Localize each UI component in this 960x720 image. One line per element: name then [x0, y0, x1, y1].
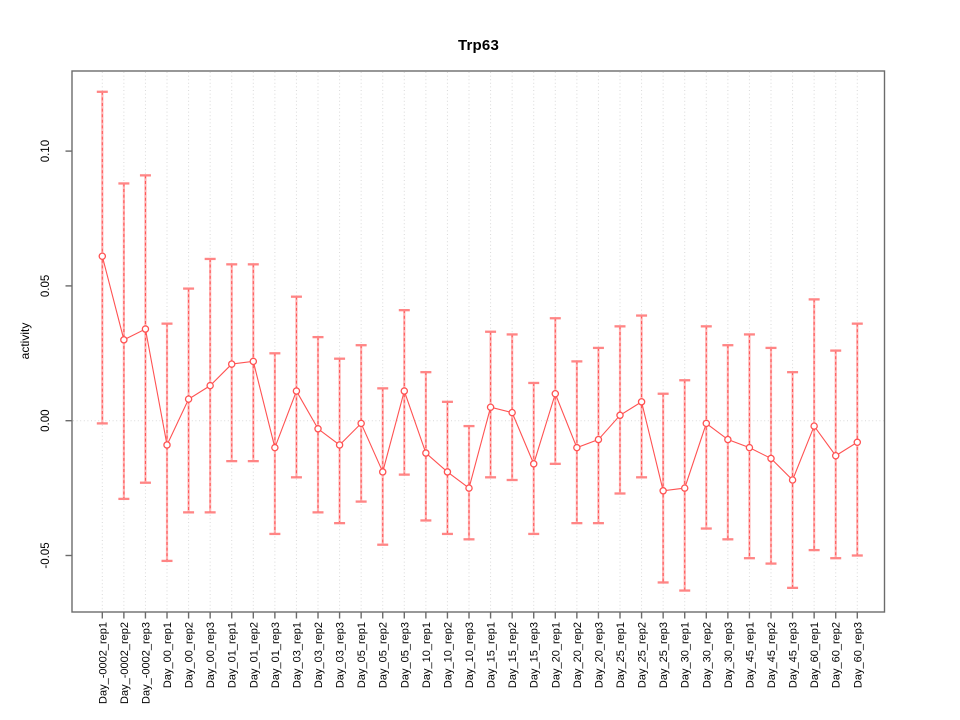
x-tick-label: Day_25_rep2 — [637, 622, 649, 688]
x-tick-label: Day_05_rep3 — [399, 622, 411, 688]
x-tick-label: Day_30_rep3 — [723, 622, 735, 688]
data-point — [853, 438, 862, 447]
data-point — [206, 381, 214, 390]
x-tick-label: Day_10_rep1 — [421, 622, 433, 688]
data-point — [702, 419, 711, 428]
data-point — [616, 411, 624, 420]
x-tick-label: Day_20_rep3 — [593, 622, 605, 688]
y-tick-label: 0.05 — [40, 275, 52, 297]
data-point — [120, 336, 128, 344]
data-point — [357, 419, 365, 428]
x-tick-label: Day_20_rep1 — [550, 622, 562, 688]
x-tick-label: Day_01_rep2 — [248, 622, 260, 688]
data-point — [810, 422, 818, 430]
y-tick-label: 0.00 — [40, 410, 52, 432]
x-tick-label: Day_15_rep3 — [529, 622, 541, 688]
data-point — [443, 468, 452, 476]
x-tick-label: Day_05_rep2 — [378, 622, 390, 688]
x-tick-label: Day_10_rep3 — [464, 622, 476, 688]
x-tick-label: Day_45_rep1 — [744, 622, 756, 688]
data-point — [680, 484, 689, 492]
data-point — [788, 476, 797, 484]
x-tick-label: Day_-0002_rep3 — [140, 622, 152, 704]
data-point — [508, 408, 516, 417]
data-point — [767, 454, 775, 463]
chart-title: Trp63 — [457, 37, 500, 54]
x-tick-label: Day_00_rep3 — [205, 622, 217, 688]
data-point — [422, 449, 430, 457]
data-point — [335, 441, 344, 449]
data-point — [551, 389, 560, 398]
x-tick-label: Day_20_rep2 — [572, 622, 584, 688]
x-tick-label: Day_03_rep2 — [313, 622, 325, 688]
data-point — [98, 252, 107, 260]
x-tick-label: Day_25_rep3 — [658, 622, 670, 688]
data-point — [163, 441, 171, 449]
data-point — [314, 425, 322, 433]
x-tick-label: Day_10_rep2 — [442, 622, 454, 688]
x-tick-label: Day_01_rep3 — [270, 622, 282, 688]
x-tick-label: Day_30_rep2 — [701, 622, 713, 688]
x-tick-label: Day_15_rep1 — [486, 622, 498, 688]
y-tick-label: 0.10 — [40, 140, 52, 162]
x-tick-label: Day_03_rep3 — [335, 622, 347, 688]
data-point — [529, 460, 538, 468]
data-point — [249, 357, 258, 366]
data-point — [594, 435, 603, 444]
data-point — [227, 360, 236, 368]
x-tick-label: Day_15_rep2 — [507, 622, 519, 688]
data-point — [573, 443, 581, 452]
data-point — [184, 395, 193, 403]
series-line — [101, 256, 858, 492]
x-tick-label: Day_-0002_rep1 — [97, 622, 109, 704]
x-tick-label: Day_30_rep1 — [680, 622, 692, 688]
data-point — [292, 387, 301, 395]
data-point — [745, 443, 754, 452]
x-tick-label: Day_05_rep1 — [356, 622, 368, 688]
data-point — [486, 403, 495, 411]
data-point — [831, 451, 840, 460]
data-point — [141, 325, 150, 333]
x-tick-label: Day_03_rep1 — [291, 622, 303, 688]
x-tick-label: Day_60_rep3 — [852, 622, 864, 688]
x-tick-label: Day_60_rep2 — [831, 622, 843, 688]
plot-frame — [71, 70, 886, 613]
x-tick-label: Day_00_rep2 — [184, 622, 196, 688]
x-tick-label: Day_25_rep1 — [615, 622, 627, 688]
data-point — [400, 387, 409, 395]
x-tick-label: Day_-0002_rep2 — [119, 622, 131, 704]
x-tick-label: Day_45_rep3 — [788, 622, 800, 688]
data-point — [271, 443, 279, 452]
x-tick-label: Day_45_rep2 — [766, 622, 778, 688]
x-tick-label: Day_60_rep1 — [809, 622, 821, 688]
data-point — [724, 435, 732, 444]
data-point — [378, 468, 387, 476]
x-tick-label: Day_00_rep1 — [162, 622, 174, 688]
data-point — [465, 484, 473, 492]
data-point — [637, 398, 646, 406]
data-point — [659, 487, 667, 495]
y-tick-label: -0.05 — [40, 542, 52, 568]
x-tick-label: Day_01_rep1 — [227, 622, 239, 688]
